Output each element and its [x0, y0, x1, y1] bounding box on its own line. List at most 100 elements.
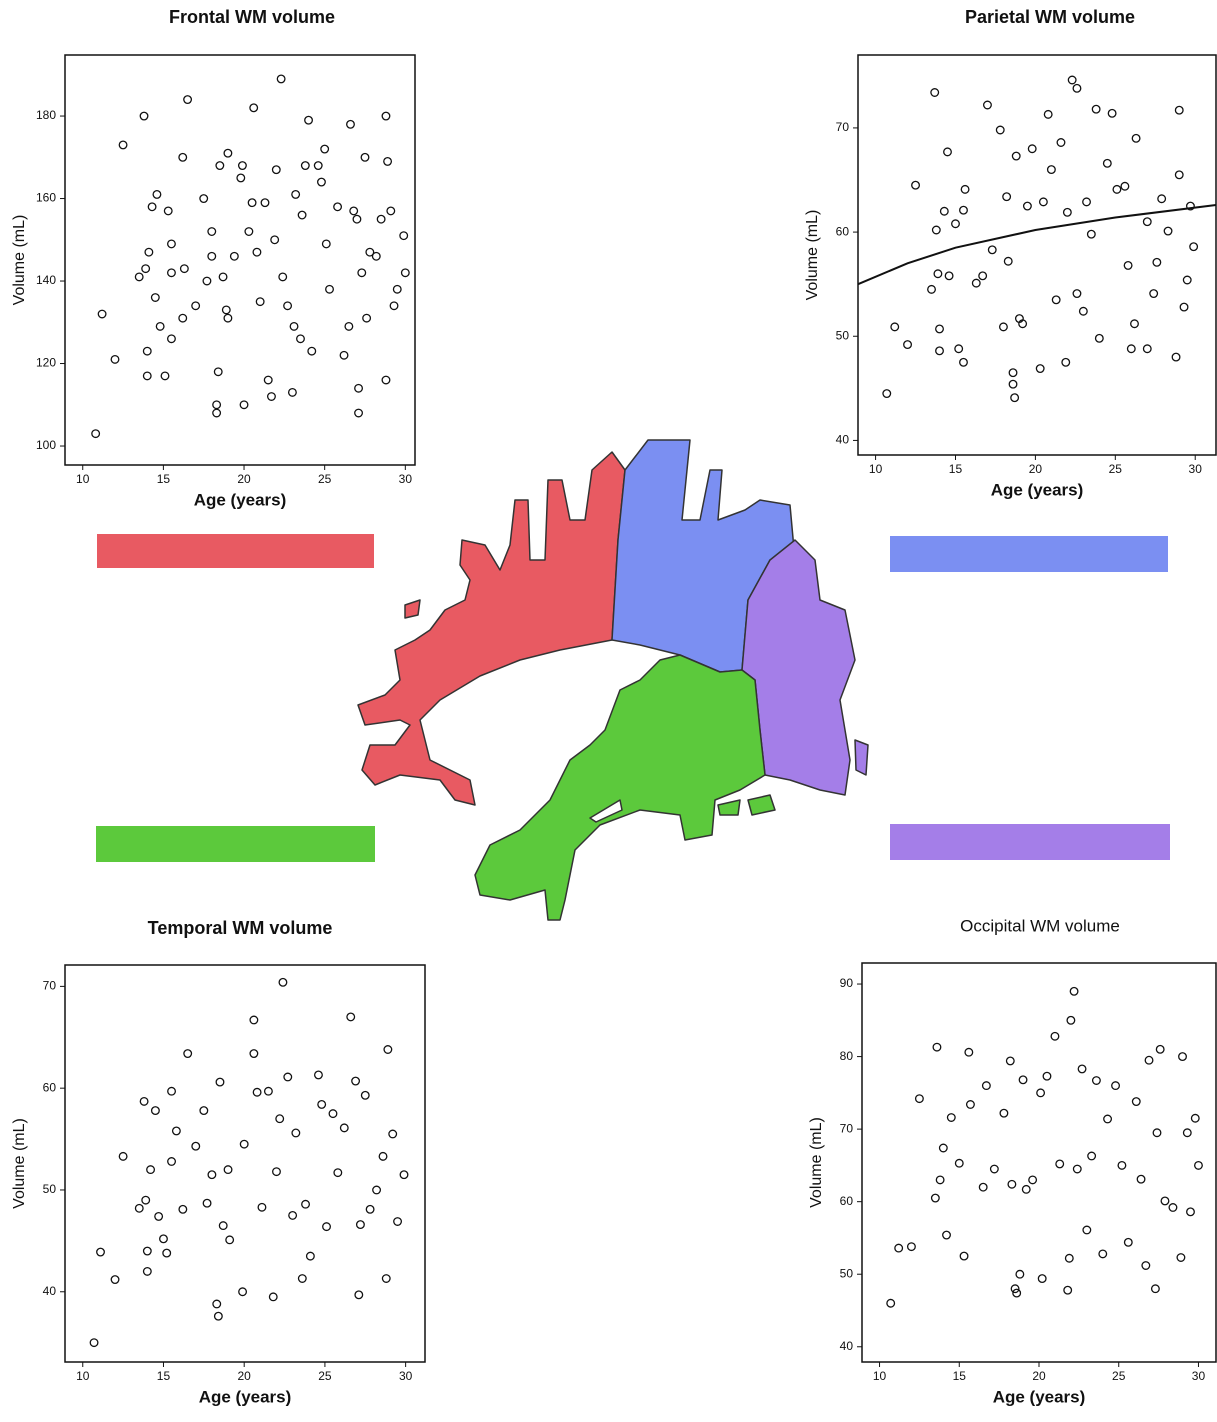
data-point: [221, 305, 231, 315]
data-point: [1008, 368, 1018, 378]
y-tick-label: 80: [840, 1049, 854, 1063]
data-point: [142, 1246, 152, 1256]
data-point: [983, 100, 992, 110]
data-point: [1155, 1044, 1165, 1054]
data-point: [906, 1242, 916, 1252]
data-point: [239, 400, 249, 410]
data-point: [349, 206, 359, 216]
data-point: [1098, 1249, 1108, 1259]
data-point: [935, 1175, 945, 1185]
x-tick-label: 25: [318, 472, 332, 486]
data-point: [388, 1129, 398, 1139]
x-axis-label: Age (years): [991, 480, 1084, 499]
data-point: [1152, 257, 1162, 267]
data-point: [942, 1230, 951, 1240]
y-tick-label: 160: [36, 191, 56, 205]
y-tick-label: 60: [840, 1194, 854, 1208]
data-point: [167, 334, 176, 344]
data-point: [202, 276, 212, 286]
y-tick-label: 180: [36, 108, 56, 122]
data-point: [1067, 75, 1077, 85]
data-point: [236, 173, 246, 183]
x-tick-label: 15: [953, 1369, 967, 1383]
x-tick-label: 30: [1192, 1369, 1206, 1383]
y-tick-label: 140: [36, 273, 56, 287]
data-point: [1077, 1064, 1087, 1074]
data-point: [1011, 151, 1021, 161]
data-point: [1176, 1253, 1186, 1262]
data-point: [1157, 194, 1167, 204]
data-point: [1111, 1081, 1120, 1091]
data-point: [313, 161, 323, 170]
data-point: [1018, 1075, 1028, 1085]
data-point: [1189, 242, 1199, 252]
data-point: [218, 272, 228, 282]
data-point: [1131, 1097, 1141, 1107]
y-tick-label: 120: [36, 356, 56, 370]
y-axis-label: Volume (mL): [808, 1117, 825, 1208]
data-point: [964, 1047, 974, 1057]
data-point: [1171, 352, 1181, 362]
data-point: [1168, 1203, 1178, 1212]
y-tick-label: 100: [36, 438, 56, 452]
data-point: [393, 1217, 403, 1226]
data-point: [954, 1158, 964, 1168]
data-point: [1078, 306, 1088, 316]
data-point: [213, 1311, 223, 1321]
data-point: [275, 1114, 285, 1124]
data-point: [360, 1090, 370, 1100]
data-point: [1021, 1184, 1031, 1194]
x-axis-label: Age (years): [194, 490, 287, 509]
data-point: [1174, 105, 1184, 115]
data-point: [283, 1072, 293, 1082]
data-point: [263, 1086, 273, 1096]
y-tick-label: 70: [836, 120, 850, 134]
data-point: [267, 392, 276, 401]
data-point: [392, 284, 402, 294]
data-point: [339, 350, 349, 360]
data-point: [998, 322, 1008, 332]
data-point: [1050, 1031, 1060, 1041]
data-point: [225, 1235, 235, 1245]
data-point: [278, 977, 288, 987]
data-point: [218, 1221, 228, 1231]
data-point: [150, 293, 160, 302]
data-point: [178, 152, 188, 162]
data-point: [260, 198, 270, 208]
data-point: [1010, 393, 1020, 403]
fit-line: [857, 204, 1217, 286]
x-tick-label: 20: [237, 472, 251, 486]
data-point: [307, 346, 317, 356]
data-point: [202, 1198, 212, 1208]
data-point: [383, 1045, 393, 1054]
data-point: [272, 1167, 281, 1177]
data-point: [249, 103, 259, 113]
data-point: [317, 1100, 327, 1109]
data-point: [289, 321, 299, 331]
x-tick-label: 20: [1029, 462, 1043, 476]
data-point: [352, 214, 362, 224]
y-tick-label: 60: [836, 224, 850, 238]
data-point: [995, 125, 1005, 135]
data-point: [1051, 295, 1061, 305]
data-point: [355, 1220, 365, 1230]
data-point: [322, 1222, 331, 1232]
x-tick-label: 20: [238, 1369, 252, 1383]
data-point: [971, 278, 981, 288]
data-point: [903, 340, 912, 350]
data-point: [1179, 302, 1189, 312]
x-axis-label: Age (years): [993, 1387, 1086, 1406]
data-point: [110, 354, 120, 364]
data-point: [134, 272, 144, 282]
data-point: [1103, 1114, 1113, 1124]
data-point: [291, 189, 301, 199]
data-point: [91, 429, 101, 439]
data-point: [304, 115, 313, 125]
data-point: [271, 165, 281, 175]
data-point: [1055, 1159, 1065, 1169]
data-point: [229, 251, 239, 261]
data-point: [287, 387, 297, 397]
data-point: [1150, 1284, 1160, 1294]
y-tick-label: 40: [836, 433, 850, 447]
data-point: [1069, 986, 1079, 996]
